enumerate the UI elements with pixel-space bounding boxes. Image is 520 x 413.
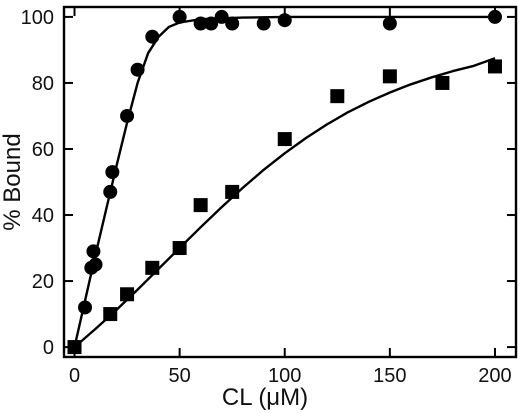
data-point-square — [225, 184, 240, 199]
x-tick-label: 100 — [268, 365, 301, 387]
y-tick-label: 0 — [43, 337, 54, 359]
y-tick-label: 80 — [32, 73, 54, 95]
y-tick-label: 20 — [32, 271, 54, 293]
data-point-square — [277, 132, 292, 147]
data-point-square — [193, 198, 208, 213]
x-axis-title: CL (μM) — [222, 384, 308, 411]
data-point-circle — [120, 108, 135, 123]
data-point-circle — [86, 244, 101, 259]
plot-frame — [62, 5, 518, 359]
y-tick-label: 40 — [32, 205, 54, 227]
axis-ticks: 0 20 40 60 80 100 0 50 100 150 200 — [21, 7, 516, 387]
data-point-square — [435, 75, 450, 90]
data-point-circle — [277, 13, 292, 28]
data-point-square — [330, 89, 345, 104]
data-point-square — [145, 260, 160, 275]
x-tick-label: 50 — [169, 365, 191, 387]
y-tick-label: 60 — [32, 139, 54, 161]
data-point-circle — [225, 16, 240, 31]
data-point-square — [120, 287, 135, 302]
data-point-circle — [88, 257, 103, 272]
data-point-circle — [382, 16, 397, 31]
data-point-circle — [78, 300, 93, 315]
data-point-square — [103, 307, 118, 322]
data-point-circle — [204, 16, 219, 31]
data-point-circle — [130, 62, 145, 77]
data-point-square — [487, 59, 502, 74]
data-point-circle — [145, 29, 160, 44]
data-point-circle — [105, 165, 120, 180]
data-point-square — [172, 241, 187, 256]
fit-curve-square — [73, 57, 496, 349]
x-tick-label: 150 — [373, 365, 406, 387]
data-point-circle — [172, 9, 187, 24]
x-tick-label: 200 — [478, 365, 511, 387]
data-markers — [67, 9, 502, 355]
data-point-square — [67, 340, 82, 355]
data-point-circle — [103, 184, 118, 199]
data-point-circle — [214, 9, 229, 24]
data-point-circle — [193, 16, 208, 31]
data-point-circle — [256, 16, 271, 31]
data-point-square — [382, 69, 397, 84]
y-axis-title: % Bound — [0, 133, 26, 230]
data-point-circle — [487, 9, 502, 24]
y-tick-label: 100 — [21, 7, 54, 29]
x-tick-label: 0 — [69, 365, 80, 387]
